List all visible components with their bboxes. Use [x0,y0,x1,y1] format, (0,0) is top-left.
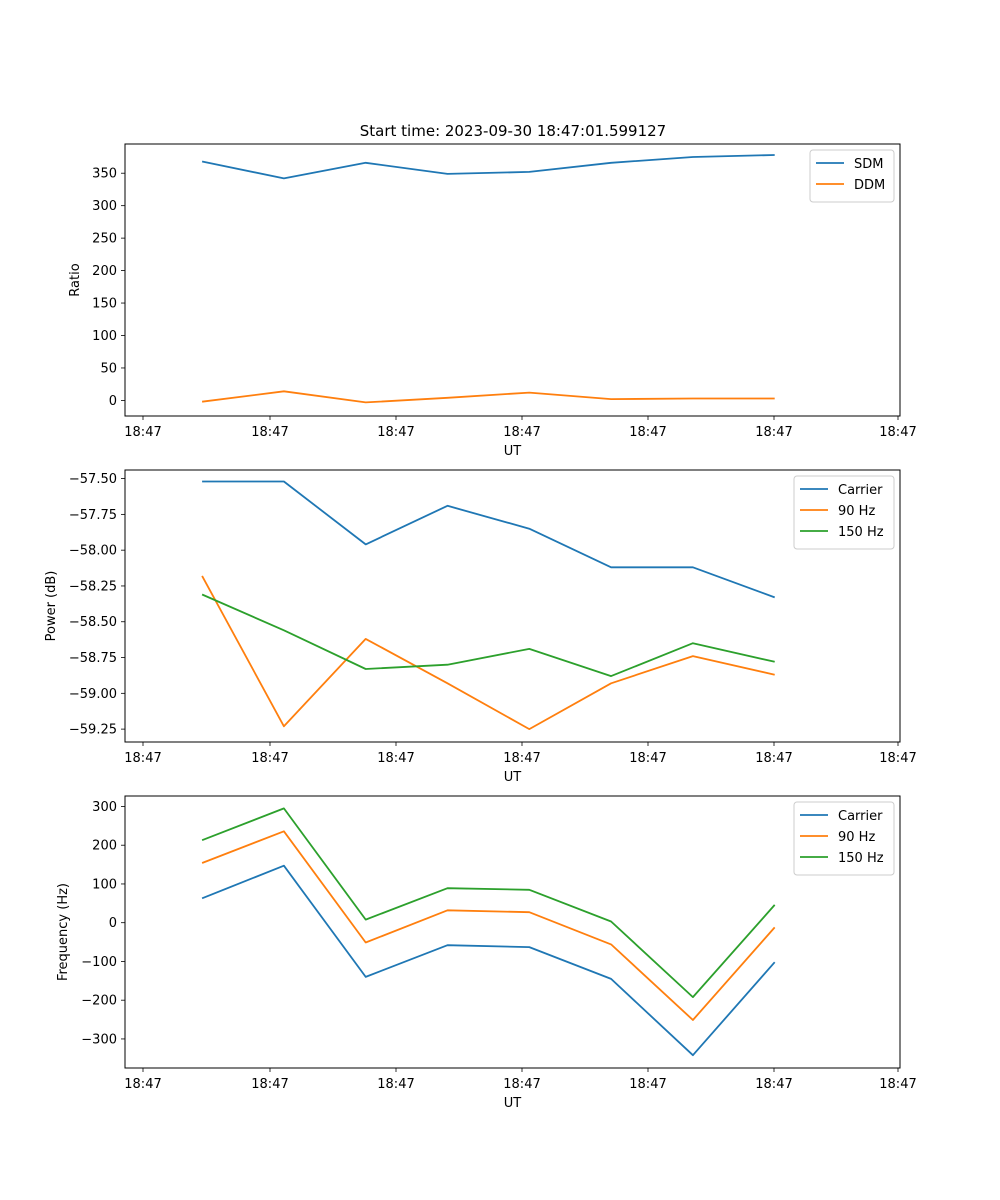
x-axis-label: UT [504,444,522,459]
x-tick-label: 18:47 [629,425,666,440]
x-tick-label: 18:47 [251,425,288,440]
y-axis-label: Ratio [68,263,83,296]
y-tick-label: −58.00 [69,544,117,559]
x-tick-label: 18:47 [503,751,540,766]
x-tick-label: 18:47 [124,1077,161,1092]
axes-frame [124,143,901,417]
series-line-90-hz [201,830,776,1021]
y-tick-label: −59.25 [69,723,117,738]
legend: SDM DDM [809,149,895,203]
y-tick-label: −58.50 [69,615,117,630]
x-tick-label: 18:47 [377,425,414,440]
series-line-150-hz [201,807,776,998]
x-tick-label: 18:47 [377,751,414,766]
y-tick-label: 200 [92,264,117,279]
y-tick-label: −58.25 [69,579,117,594]
y-tick-label: 150 [92,297,117,312]
x-tick-label: 18:47 [503,1077,540,1092]
y-tick-label: 300 [92,800,117,815]
series-line-carrier [201,864,776,1057]
legend-label: 150 Hz [838,851,884,866]
y-tick-label: −200 [81,994,117,1009]
y-axis-label: Power (dB) [44,571,59,642]
legend-label: 90 Hz [838,504,875,519]
x-tick-label: 18:47 [755,1077,792,1092]
y-tick-label: 200 [92,839,117,854]
y-tick-label: −58.75 [69,651,117,666]
legend-label: Carrier [838,809,883,824]
legend: Carrier 90 Hz 150 Hz [793,801,895,876]
y-tick-label: 100 [92,877,117,892]
series-line-150-hz [201,593,775,677]
x-tick-label: 18:47 [503,425,540,440]
x-tick-label: 18:47 [755,425,792,440]
y-tick-label: −57.50 [69,472,117,487]
legend-label: 90 Hz [838,830,875,845]
x-tick-label: 18:47 [879,425,916,440]
legend-label: SDM [854,157,883,172]
axes-frame [124,469,901,743]
y-tick-label: −57.75 [69,508,117,523]
legend-label: 150 Hz [838,525,884,540]
x-axis-label: UT [504,1096,522,1111]
legend-label: DDM [854,178,885,193]
series-line-ddm [201,390,775,404]
y-tick-label: 250 [92,232,117,247]
subplot-1: 18:47 18:47 18:47 18:47 18:47 18:47 18:47 0 50 10… [68,143,917,459]
x-tick-label: 18:47 [377,1077,414,1092]
x-tick-label: 18:47 [629,1077,666,1092]
y-tick-label: −300 [81,1032,117,1047]
y-tick-label: 350 [92,167,117,182]
x-tick-label: 18:47 [251,751,288,766]
y-tick-label: 300 [92,199,117,214]
y-tick-label: 0 [109,394,117,409]
y-tick-label: −100 [81,955,117,970]
y-tick-label: 0 [109,916,117,931]
series-line-sdm [201,154,775,180]
legend: Carrier 90 Hz 150 Hz [793,475,895,550]
figure-title: Start time: 2023-09-30 18:47:01.599127 [360,122,666,140]
subplot-3: 18:47 18:47 18:47 18:47 18:47 18:47 18:47 300 20… [56,795,917,1111]
subplot-2: 18:47 18:47 18:47 18:47 18:47 18:47 18:47 −57.5… [44,469,917,785]
x-axis-label: UT [504,770,522,785]
series-line-90-hz [201,575,775,730]
x-tick-label: 18:47 [629,751,666,766]
y-tick-label: −59.00 [69,687,117,702]
y-tick-label: 50 [100,361,117,376]
x-tick-label: 18:47 [879,751,916,766]
axes-frame [124,795,901,1069]
y-axis-label: Frequency (Hz) [56,883,71,981]
x-tick-label: 18:47 [251,1077,288,1092]
x-tick-label: 18:47 [124,751,161,766]
legend-label: Carrier [838,483,883,498]
series-line-carrier [202,480,776,599]
x-tick-label: 18:47 [755,751,792,766]
x-tick-label: 18:47 [124,425,161,440]
x-tick-label: 18:47 [879,1077,916,1092]
y-tick-label: 100 [92,329,117,344]
